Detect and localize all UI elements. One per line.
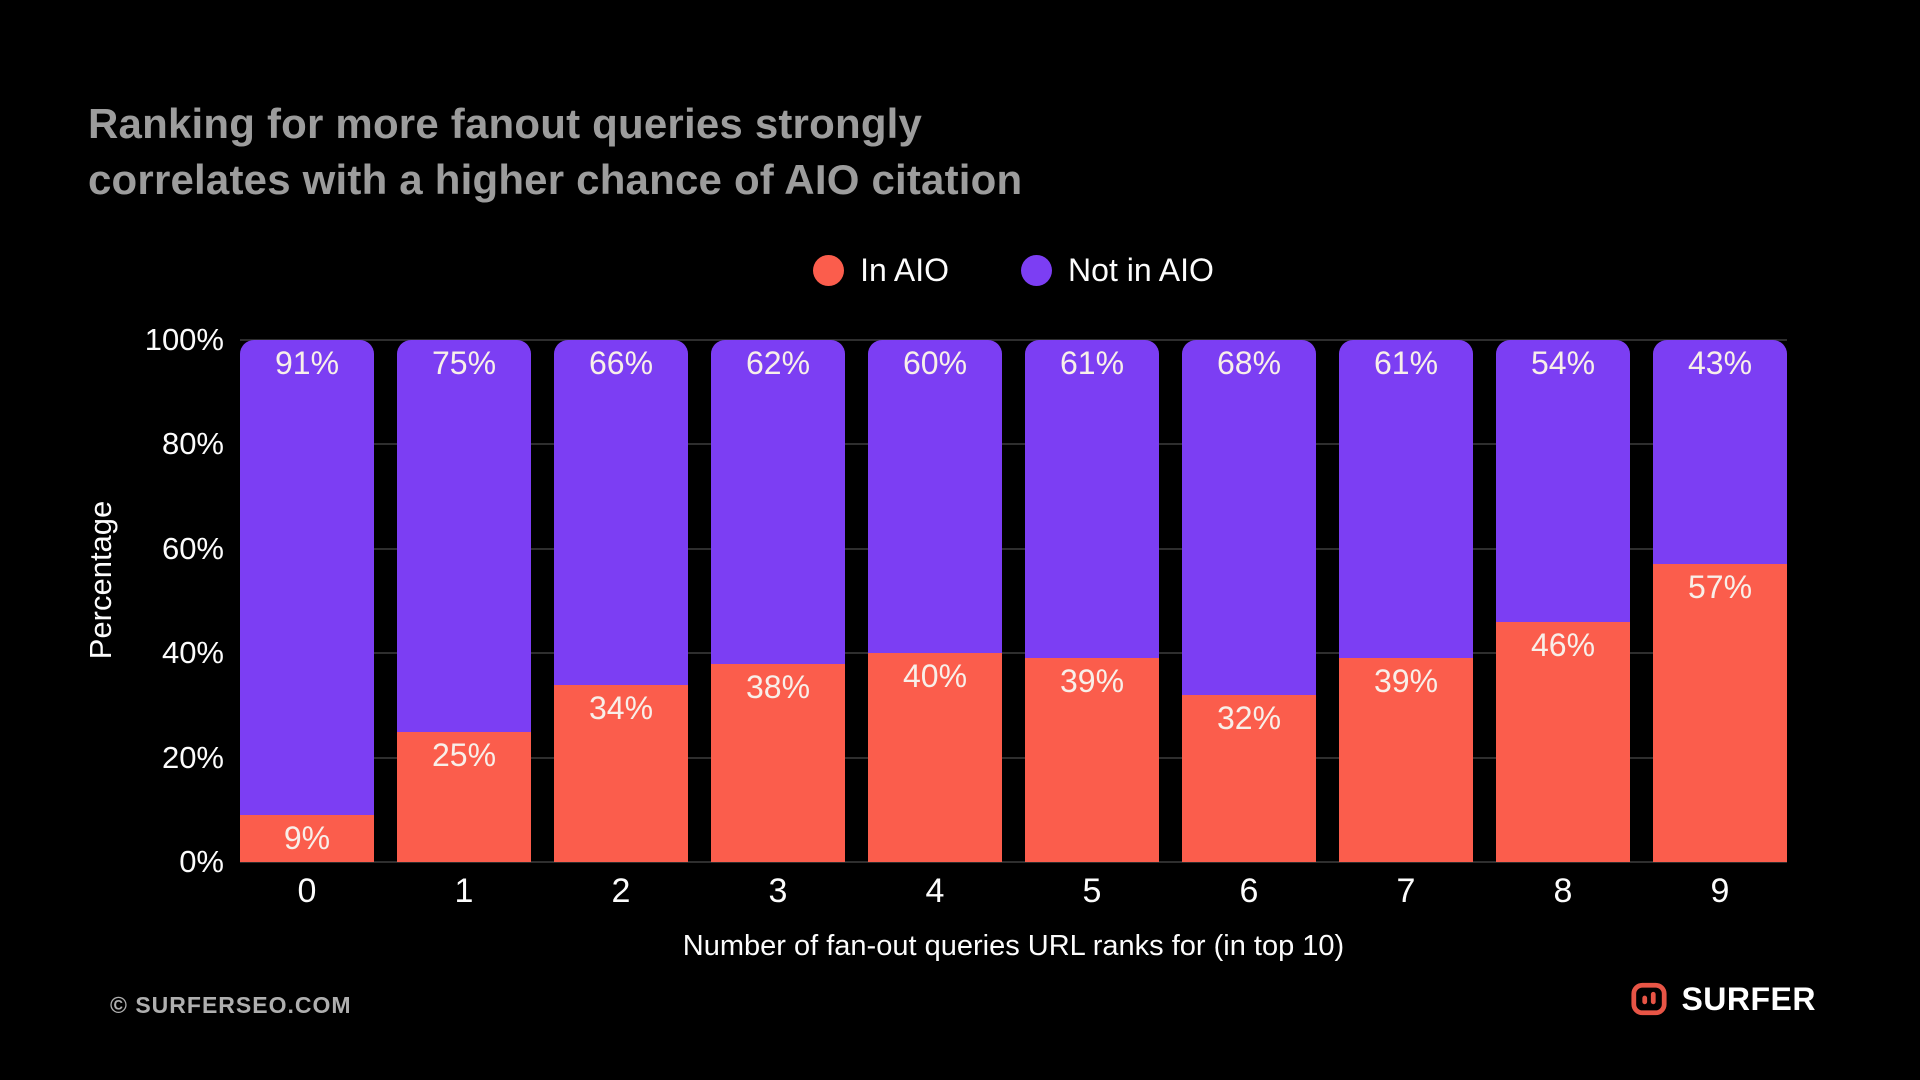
gridlines: [240, 339, 1787, 863]
bar-value-label: 38%: [745, 668, 811, 705]
stacked-bar: 62% 38%: [711, 340, 845, 862]
bar-value-label: 91%: [274, 345, 340, 382]
x-axis-ticks: 0 1 2 3 4 5 6 7 8 9: [240, 872, 1787, 911]
y-tick-label: 20%: [161, 739, 224, 775]
x-tick-label: 7: [1396, 872, 1416, 910]
bar-value-label: 46%: [1530, 626, 1596, 663]
gridline: [240, 861, 1787, 863]
y-tick-label: 0%: [179, 844, 224, 879]
bar-segment-in-aio: 57%: [1653, 564, 1787, 862]
bar-segment-not-in-aio: 91%: [240, 340, 374, 816]
y-tick-label: 100%: [144, 322, 224, 357]
bar-segment-not-in-aio: 66%: [554, 340, 688, 685]
x-tick-label: 6: [1239, 872, 1259, 910]
bar-segment-not-in-aio: 60%: [868, 340, 1002, 654]
bar-segment-not-in-aio: 62%: [711, 340, 845, 664]
bar-value-label: 32%: [1216, 699, 1282, 736]
x-tick-label: 2: [611, 872, 631, 910]
bar-segment-in-aio: 32%: [1182, 694, 1316, 862]
bar-segment-not-in-aio: 68%: [1182, 340, 1316, 695]
bar-segment-not-in-aio: 61%: [1339, 340, 1473, 659]
bar-value-label: 60%: [902, 345, 968, 382]
bar-value-label: 61%: [1059, 345, 1125, 382]
bar-segment-not-in-aio: 61%: [1025, 340, 1159, 659]
gridline: [240, 652, 1787, 655]
bar-value-label: 25%: [431, 736, 497, 773]
bar-series: 91% 9% 75% 25% 66% 34% 62% 38% 60% 40% 61% 39% 68% 32…: [240, 340, 1787, 862]
bar-segment-in-aio: 9%: [240, 815, 374, 862]
y-tick-label: 40%: [161, 635, 224, 671]
legend-item: Not in AIO: [1021, 252, 1214, 289]
gridline: [240, 339, 1787, 341]
bar-value-label: 62%: [745, 345, 811, 382]
y-tick-label: 80%: [161, 426, 224, 462]
bar-value-label: 68%: [1216, 345, 1282, 382]
gridline: [240, 443, 1787, 446]
bar-value-label: 34%: [588, 689, 654, 726]
bar-segment-not-in-aio: 43%: [1653, 340, 1787, 565]
stacked-bar: 68% 32%: [1182, 340, 1316, 862]
x-tick-label: 8: [1553, 872, 1573, 910]
stacked-bar: 66% 34%: [554, 340, 688, 862]
stacked-bar: 75% 25%: [397, 340, 531, 862]
x-tick-label: 1: [454, 872, 474, 910]
bar-segment-in-aio: 39%: [1339, 658, 1473, 862]
bar-value-label: 39%: [1373, 663, 1439, 700]
legend-label: In AIO: [860, 252, 950, 288]
y-tick-label: 60%: [161, 530, 224, 566]
bar-value-label: 66%: [588, 345, 654, 382]
x-tick-label: 3: [768, 872, 788, 910]
bar-value-label: 40%: [902, 658, 968, 695]
surfer-logo-icon: [1631, 982, 1668, 1016]
bar-segment-in-aio: 38%: [711, 663, 845, 862]
stacked-bar: 61% 39%: [1339, 340, 1473, 862]
bar-segment-not-in-aio: 54%: [1496, 340, 1630, 622]
stacked-bar: 43% 57%: [1653, 340, 1787, 862]
bar-value-label: 61%: [1373, 345, 1439, 382]
bar-segment-in-aio: 39%: [1025, 658, 1159, 862]
gridline: [240, 756, 1787, 759]
x-tick-label: 9: [1710, 872, 1730, 910]
x-tick-label: 5: [1082, 872, 1102, 910]
bar-segment-in-aio: 34%: [554, 684, 688, 862]
x-tick-label: 4: [925, 872, 945, 910]
legend-item: In AIO: [813, 252, 949, 289]
stacked-bar: 54% 46%: [1496, 340, 1630, 862]
bar-value-label: 57%: [1687, 569, 1753, 606]
bar-segment-in-aio: 40%: [868, 653, 1002, 862]
y-axis-ticks: 0% 20% 40% 60% 80% 100%: [0, 322, 224, 879]
copyright-text: © SURFERSEO.COM: [110, 992, 352, 1018]
bar-value-label: 75%: [431, 345, 497, 381]
x-tick-label: 0: [297, 872, 317, 910]
bar-segment-not-in-aio: 75%: [397, 340, 531, 732]
bar-segment-in-aio: 25%: [397, 731, 531, 862]
chart-title: Ranking for more fanout queries strongly…: [88, 100, 1023, 203]
bar-segment-in-aio: 46%: [1496, 621, 1630, 862]
x-axis-title: Number of fan-out queries URL ranks for …: [682, 930, 1345, 962]
chart-legend: In AIO Not in AIO: [240, 252, 1787, 289]
bar-value-label: 54%: [1530, 345, 1596, 382]
stacked-bar: 91% 9%: [240, 340, 374, 862]
stacked-bar: 61% 39%: [1025, 340, 1159, 862]
legend-label: Not in AIO: [1068, 252, 1214, 288]
legend-dot-icon: [813, 255, 845, 286]
stacked-bar: 60% 40%: [868, 340, 1002, 862]
bar-value-label: 9%: [283, 820, 331, 857]
brand-logo: SURFER: [1630, 980, 1816, 1018]
gridline: [240, 547, 1787, 550]
bar-value-label: 43%: [1687, 345, 1753, 382]
brand-name: SURFER: [1681, 980, 1816, 1017]
legend-dot-icon: [1021, 255, 1053, 286]
bar-value-label: 39%: [1059, 663, 1125, 700]
